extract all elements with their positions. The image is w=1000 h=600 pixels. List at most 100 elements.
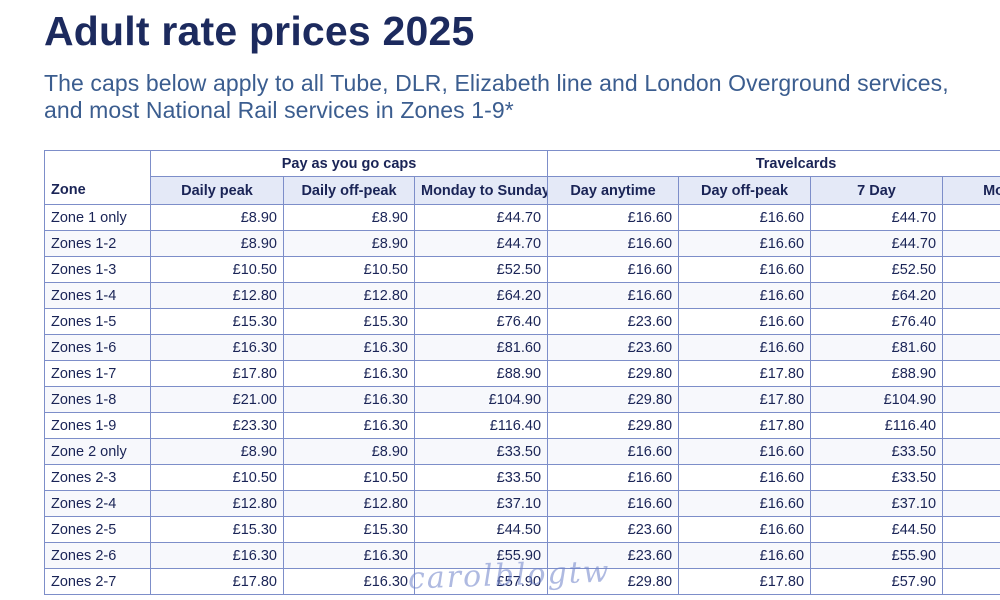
daily-peak-cell: £15.30 (150, 516, 284, 543)
truncated-cell (942, 360, 1000, 387)
day-off-peak-cell: £17.80 (678, 360, 812, 387)
daily-peak-cell: £17.80 (150, 360, 284, 387)
table-row: Zones 1-5 £15.30 £15.30 £76.40 £23.60 £16.60 £… (44, 308, 1000, 335)
truncated-column-header: Mo (942, 176, 1000, 205)
truncated-cell (942, 412, 1000, 439)
monday-to-sunday-cell: £104.90 (413, 386, 549, 413)
daily-off-peak-cell: £8.90 (283, 230, 415, 257)
zone-cell: Zones 1-3 (44, 256, 151, 283)
day-off-peak-cell: £16.60 (678, 542, 812, 569)
day-anytime-column-header: Day anytime (547, 176, 680, 205)
daily-peak-cell: £8.90 (150, 204, 284, 231)
seven-day-cell: £76.40 (810, 308, 944, 335)
zone-cell: Zones 2-4 (44, 490, 151, 517)
monday-to-sunday-cell: £37.10 (413, 490, 549, 517)
truncated-cell (942, 230, 1000, 257)
daily-peak-cell: £12.80 (150, 490, 284, 517)
monday-to-sunday-cell: £55.90 (413, 542, 549, 569)
daily-peak-cell: £23.30 (150, 412, 284, 439)
monday-to-sunday-cell: £116.40 (413, 412, 549, 439)
daily-off-peak-cell: £12.80 (283, 490, 415, 517)
table-row: Zones 2-3 £10.50 £10.50 £33.50 £16.60 £16.60 £… (44, 464, 1000, 491)
table-row: Zones 1-6 £16.30 £16.30 £81.60 £23.60 £16.60 £… (44, 334, 1000, 361)
monday-to-sunday-cell: £81.60 (413, 334, 549, 361)
seven-day-cell: £52.50 (810, 256, 944, 283)
travelcards-group-header: Travelcards (547, 150, 1000, 177)
table-row: Zones 2-6 £16.30 £16.30 £55.90 £23.60 £16.60 £… (44, 542, 1000, 569)
seven-day-cell: £81.60 (810, 334, 944, 361)
monday-to-sunday-cell: £64.20 (413, 282, 549, 309)
zone-cell: Zones 1-6 (44, 334, 151, 361)
daily-off-peak-cell: £16.30 (283, 542, 415, 569)
truncated-cell (942, 490, 1000, 517)
day-off-peak-cell: £17.80 (678, 568, 812, 595)
seven-day-cell: £116.40 (810, 412, 944, 439)
day-anytime-cell: £16.60 (547, 464, 680, 491)
daily-peak-cell: £12.80 (150, 282, 284, 309)
table-row: Zones 1-9 £23.30 £16.30 £116.40 £29.80 £17.80… (44, 412, 1000, 439)
truncated-cell (942, 334, 1000, 361)
truncated-cell (942, 386, 1000, 413)
daily-peak-cell: £8.90 (150, 230, 284, 257)
day-off-peak-cell: £16.60 (678, 490, 812, 517)
day-off-peak-cell: £17.80 (678, 412, 812, 439)
fare-table: Pay as you go caps Travelcards Zone Dail… (44, 150, 1000, 595)
zone-cell: Zones 2-7 (44, 568, 151, 595)
daily-peak-cell: £10.50 (150, 464, 284, 491)
table-row: Zones 1-7 £17.80 £16.30 £88.90 £29.80 £17.80 £… (44, 360, 1000, 387)
daily-off-peak-cell: £16.30 (283, 334, 415, 361)
day-anytime-cell: £16.60 (547, 490, 680, 517)
seven-day-cell: £44.70 (810, 204, 944, 231)
monday-to-sunday-cell: £44.70 (413, 204, 549, 231)
day-off-peak-cell: £17.80 (678, 386, 812, 413)
day-anytime-cell: £16.60 (547, 230, 680, 257)
page-subtitle: The caps below apply to all Tube, DLR, E… (44, 70, 949, 123)
day-anytime-cell: £23.60 (547, 308, 680, 335)
daily-off-peak-cell: £10.50 (283, 256, 415, 283)
daily-off-peak-cell: £12.80 (283, 282, 415, 309)
seven-day-column-header: 7 Day (810, 176, 944, 205)
monday-to-sunday-cell: £88.90 (413, 360, 549, 387)
daily-peak-cell: £21.00 (150, 386, 284, 413)
truncated-cell (942, 568, 1000, 595)
seven-day-cell: £33.50 (810, 438, 944, 465)
zone-cell: Zones 2-6 (44, 542, 151, 569)
day-off-peak-cell: £16.60 (678, 282, 812, 309)
seven-day-cell: £44.70 (810, 230, 944, 257)
seven-day-cell: £37.10 (810, 490, 944, 517)
truncated-cell (942, 542, 1000, 569)
table-row: Zone 1 only £8.90 £8.90 £44.70 £16.60 £16.60 £… (44, 204, 1000, 231)
day-off-peak-cell: £16.60 (678, 308, 812, 335)
day-off-peak-cell: £16.60 (678, 464, 812, 491)
day-anytime-cell: £29.80 (547, 386, 680, 413)
seven-day-cell: £64.20 (810, 282, 944, 309)
monday-to-sunday-column-header: Monday to Sunday (413, 176, 549, 205)
day-anytime-cell: £29.80 (547, 568, 680, 595)
seven-day-cell: £104.90 (810, 386, 944, 413)
day-anytime-cell: £16.60 (547, 282, 680, 309)
table-row: Zones 1-8 £21.00 £16.30 £104.90 £29.80 £17.80… (44, 386, 1000, 413)
day-off-peak-cell: £16.60 (678, 516, 812, 543)
monday-to-sunday-cell: £76.40 (413, 308, 549, 335)
table-row: Zones 1-2 £8.90 £8.90 £44.70 £16.60 £16.60 £44… (44, 230, 1000, 257)
truncated-cell (942, 308, 1000, 335)
truncated-cell (942, 256, 1000, 283)
monday-to-sunday-cell: £33.50 (413, 438, 549, 465)
page-title: Adult rate prices 2025 (44, 8, 475, 54)
monday-to-sunday-cell: £44.70 (413, 230, 549, 257)
daily-off-peak-cell: £15.30 (283, 516, 415, 543)
table-row: Zones 2-7 £17.80 £16.30 £57.90 £29.80 £17.80 £… (44, 568, 1000, 595)
monday-to-sunday-cell: £52.50 (413, 256, 549, 283)
day-anytime-cell: £23.60 (547, 542, 680, 569)
payg-group-header: Pay as you go caps (149, 150, 549, 177)
monday-to-sunday-cell: £44.50 (413, 516, 549, 543)
day-off-peak-column-header: Day off-peak (678, 176, 812, 205)
daily-off-peak-cell: £10.50 (283, 464, 415, 491)
daily-peak-cell: £16.30 (150, 334, 284, 361)
daily-peak-cell: £15.30 (150, 308, 284, 335)
truncated-cell (942, 438, 1000, 465)
zone-column-header: Zone (44, 176, 151, 205)
day-anytime-cell: £16.60 (547, 204, 680, 231)
daily-off-peak-cell: £8.90 (283, 204, 415, 231)
day-anytime-cell: £29.80 (547, 360, 680, 387)
